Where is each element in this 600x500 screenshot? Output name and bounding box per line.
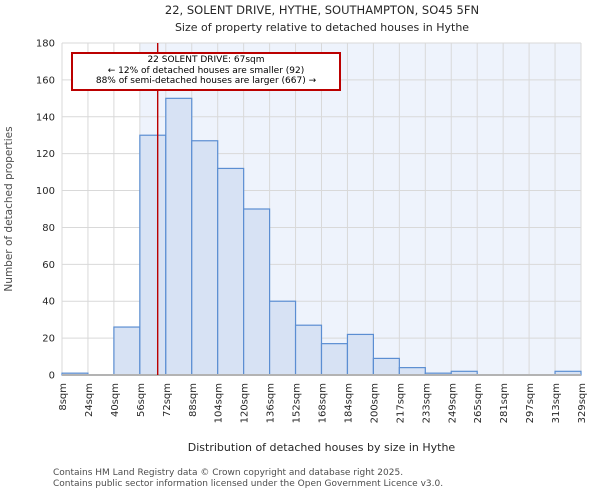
- x-tick-label: 265sqm: [473, 383, 484, 423]
- footer-line-1: Contains HM Land Registry data © Crown c…: [53, 468, 404, 478]
- x-tick-label: 40sqm: [110, 383, 121, 417]
- x-tick-label: 8sqm: [58, 383, 69, 411]
- x-tick-label: 329sqm: [577, 383, 588, 423]
- x-tick-label: 136sqm: [266, 383, 277, 423]
- histogram-bar: [398, 367, 426, 376]
- annotation-line-2: ← 12% of detached houses are smaller (92…: [107, 65, 305, 76]
- x-tick-label: 297sqm: [525, 383, 536, 423]
- x-tick-label: 72sqm: [162, 383, 173, 417]
- histogram-bar: [372, 357, 400, 376]
- y-axis-title: Number of detached properties: [3, 126, 15, 292]
- histogram-bar: [165, 97, 193, 376]
- x-tick-label: 88sqm: [188, 383, 199, 417]
- histogram-bar: [243, 208, 271, 376]
- x-tick-label: 104sqm: [214, 383, 225, 423]
- footer-line-2: Contains public sector information licen…: [53, 479, 444, 489]
- y-tick-label: 140: [36, 112, 55, 123]
- histogram-bar: [113, 326, 141, 376]
- x-tick-label: 168sqm: [318, 383, 329, 423]
- y-tick-label: 80: [42, 223, 55, 234]
- x-tick-label: 200sqm: [369, 383, 380, 423]
- y-tick-label: 20: [42, 334, 55, 345]
- annotation-line-1: 22 SOLENT DRIVE: 67sqm: [147, 55, 265, 65]
- histogram-bar: [191, 140, 219, 376]
- x-tick-label: 281sqm: [499, 383, 510, 423]
- x-tick-label: 233sqm: [421, 383, 432, 423]
- y-tick-label: 160: [36, 75, 55, 86]
- x-tick-label: 313sqm: [551, 383, 562, 423]
- y-tick-label: 60: [42, 260, 55, 271]
- histogram-bar: [294, 324, 323, 376]
- x-tick-label: 217sqm: [395, 383, 406, 423]
- page-subtitle: Size of property relative to detached ho…: [174, 21, 470, 34]
- histogram-bar: [217, 167, 245, 376]
- y-tick-label: 180: [36, 39, 55, 50]
- attribution-footer: Contains HM Land Registry data © Crown c…: [53, 468, 443, 490]
- histogram-bar: [139, 134, 167, 376]
- y-tick-label: 100: [36, 186, 55, 197]
- x-tick-label: 249sqm: [447, 383, 458, 423]
- annotation-line-3: 88% of semi-detached houses are larger (…: [95, 76, 317, 86]
- x-tick-label: 184sqm: [343, 383, 354, 423]
- page-title: 22, SOLENT DRIVE, HYTHE, SOUTHAMPTON, SO…: [164, 3, 480, 17]
- y-tick-label: 40: [42, 297, 55, 308]
- x-tick-label: 120sqm: [240, 383, 251, 423]
- histogram-bar: [346, 333, 375, 376]
- x-axis-title: Distribution of detached houses by size …: [187, 441, 456, 454]
- histogram-bar: [269, 300, 297, 376]
- x-tick-label: 24sqm: [84, 383, 95, 417]
- histogram-bar: [320, 343, 349, 376]
- histogram-canvas: 0 20 40 60 80 100 120 140 160 180 8sqm 24sqm 40sqm 56…: [36, 39, 588, 424]
- x-tick-label: 56sqm: [136, 383, 147, 417]
- x-tick-label: 152sqm: [292, 383, 303, 423]
- property-annotation-box: 22 SOLENT DRIVE: 67sqm ← 12% of detached…: [71, 52, 341, 91]
- y-tick-label: 0: [49, 371, 55, 382]
- y-tick-label: 120: [36, 149, 55, 160]
